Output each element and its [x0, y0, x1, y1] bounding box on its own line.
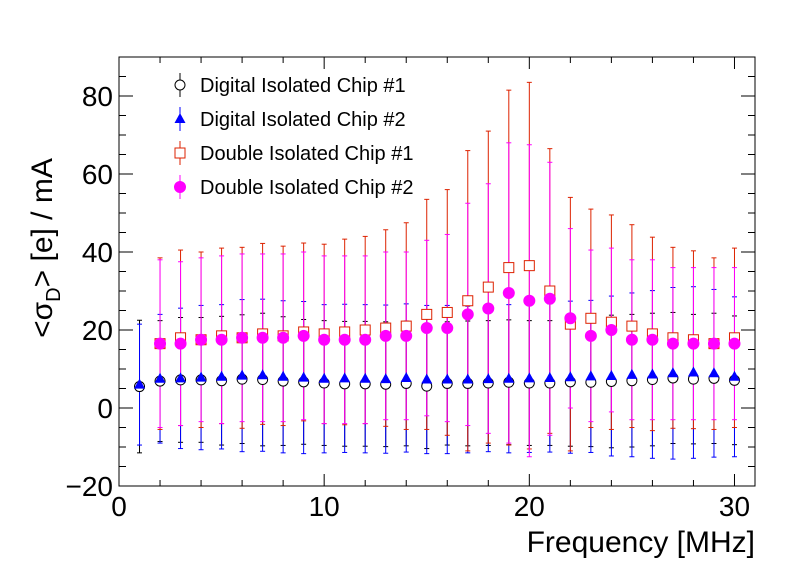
data-point [502, 286, 515, 299]
markers [134, 260, 741, 393]
legend-marker [174, 79, 186, 91]
data-point [728, 337, 741, 350]
data-point [277, 370, 289, 381]
data-point [605, 370, 617, 381]
data-point [482, 281, 494, 293]
data-point [359, 333, 372, 346]
x-axis-title: Frequency [MHz] [527, 526, 755, 559]
data-point [441, 322, 454, 335]
data-point [564, 312, 577, 325]
legend-label: Digital Isolated Chip #2 [200, 109, 406, 131]
data-point [543, 292, 556, 305]
x-tick-label: 0 [111, 491, 127, 522]
data-point [667, 367, 679, 378]
data-point [441, 306, 453, 318]
data-point [318, 333, 331, 346]
data-point [482, 302, 495, 315]
data-point [503, 262, 515, 274]
data-point [626, 320, 638, 332]
data-point [687, 337, 700, 350]
legend-label: Double Isolated Chip #2 [200, 177, 413, 199]
data-point [482, 373, 494, 384]
data-point [175, 372, 187, 383]
data-point [687, 366, 699, 377]
x-tick-label: 10 [309, 491, 340, 522]
legend-label: Digital Isolated Chip #1 [200, 75, 406, 97]
data-point [195, 333, 208, 346]
data-point [154, 337, 167, 350]
legend-marker [174, 147, 186, 159]
y-tick-label: 60 [82, 159, 113, 190]
data-point [380, 373, 392, 384]
y-tick-label: 40 [82, 237, 113, 268]
data-point [421, 308, 433, 320]
data-point [400, 320, 412, 332]
data-point [605, 324, 618, 336]
data-point [359, 372, 371, 383]
y-tick-label: 80 [82, 81, 113, 112]
data-point [564, 371, 576, 382]
data-point [708, 367, 720, 378]
data-point [215, 333, 228, 346]
data-point [400, 329, 413, 342]
data-point [646, 368, 658, 379]
data-point [236, 331, 249, 344]
data-point [523, 260, 535, 272]
data-point [338, 333, 351, 346]
legend: Digital Isolated Chip #1 Digital Isolated… [174, 73, 413, 199]
data-point [666, 337, 679, 350]
legend-marker [174, 113, 186, 123]
data-point [236, 369, 248, 380]
data-point [359, 324, 371, 336]
y-axis-title-subscript: D [43, 287, 65, 301]
data-point [625, 333, 638, 346]
data-point [256, 331, 269, 344]
data-point [400, 371, 412, 382]
data-point [707, 337, 720, 350]
data-point [216, 370, 228, 381]
x-tick-label: 30 [719, 491, 750, 522]
data-point [728, 370, 740, 381]
y-axis-title-suffix: > [e] / mA [26, 158, 59, 287]
y-tick-label: 0 [97, 393, 113, 424]
y-tick-label: −20 [66, 471, 114, 502]
data-point [339, 372, 351, 383]
data-point [646, 333, 659, 346]
data-point [462, 373, 474, 384]
data-point [584, 329, 597, 342]
data-point [298, 371, 310, 382]
error-bars [137, 81, 737, 460]
data-point [420, 322, 433, 335]
data-point [421, 373, 433, 384]
data-point [503, 372, 515, 383]
legend-label: Double Isolated Chip #1 [200, 143, 413, 165]
data-point [154, 372, 166, 383]
y-axis-title: <σD> [e] / mA [26, 158, 65, 338]
data-point [195, 371, 207, 382]
data-point [523, 372, 535, 383]
data-point [585, 370, 597, 381]
y-axis-title-prefix: <σ [26, 301, 59, 338]
data-point [297, 329, 310, 342]
data-point [585, 312, 597, 324]
y-tick-label: 20 [82, 315, 113, 346]
legend-marker [174, 181, 186, 193]
data-point [277, 331, 290, 344]
data-point [626, 368, 638, 379]
data-point [379, 329, 392, 342]
data-point [134, 378, 146, 389]
data-point [441, 373, 453, 384]
data-point [544, 371, 556, 382]
data-point [174, 337, 187, 350]
data-point [523, 294, 536, 307]
data-point [461, 308, 474, 321]
data-point [257, 369, 269, 380]
data-point [462, 295, 474, 307]
x-tick-label: 20 [514, 491, 545, 522]
data-point [318, 372, 330, 383]
